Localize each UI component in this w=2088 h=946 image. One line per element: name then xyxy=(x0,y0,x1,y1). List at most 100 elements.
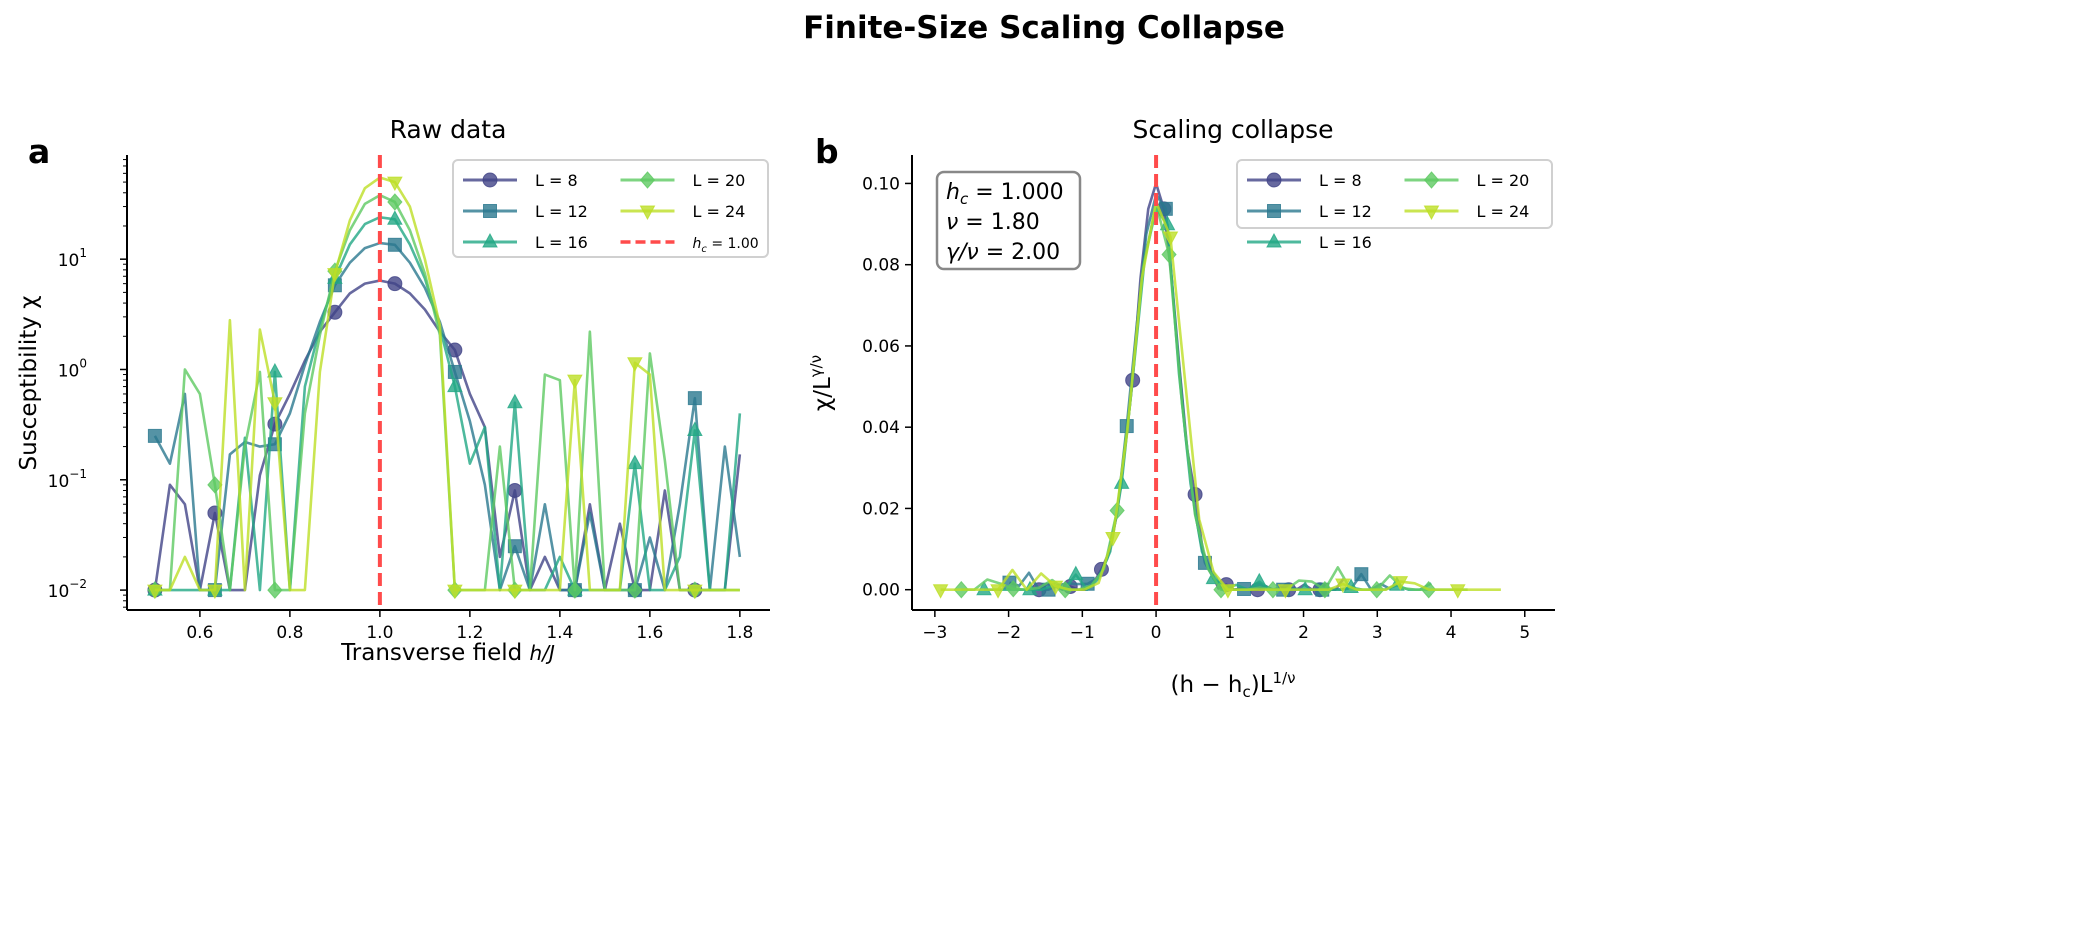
data-point xyxy=(976,580,992,596)
data-point xyxy=(1277,584,1294,599)
panel-a-label: a xyxy=(28,132,50,171)
y-tick-label: 0.08 xyxy=(862,256,900,276)
data-point xyxy=(507,584,523,600)
series-line xyxy=(940,200,1501,591)
parameter-line: γ/ν = 2.00 xyxy=(946,240,1060,265)
legend-item: L = 16 xyxy=(463,232,588,252)
legend-marker xyxy=(1266,232,1282,248)
legend-item: hc = 1.00 xyxy=(620,236,759,255)
series-line xyxy=(1038,182,1345,591)
legend-label: L = 24 xyxy=(1477,202,1530,221)
y-tick-base: 10 xyxy=(58,361,80,381)
y-tick-label: 0.00 xyxy=(862,581,900,601)
panel-a: a Raw data Transverse field h/J Suscepti… xyxy=(16,115,770,666)
legend-item: L = 16 xyxy=(1247,232,1372,252)
legend-marker xyxy=(1423,171,1440,189)
collapse-series-L24 xyxy=(932,200,1501,599)
y-tick-label: 10−1 xyxy=(48,467,87,492)
xlabel-part: (h − h xyxy=(1170,672,1242,698)
panel-b-label: b xyxy=(815,132,839,171)
series-L24 xyxy=(147,176,740,600)
data-point xyxy=(1005,580,1021,598)
x-tick-label: 0.6 xyxy=(186,623,213,643)
data-point xyxy=(267,581,283,599)
data-point xyxy=(507,482,523,498)
legend-marker xyxy=(1423,205,1440,221)
data-point xyxy=(1105,531,1121,547)
y-tick-label: 10−2 xyxy=(48,577,87,602)
data-point xyxy=(267,362,283,378)
parameter-line: hc = 1.000 xyxy=(946,180,1064,208)
legend-sub: c xyxy=(701,244,707,255)
x-tick-label: −3 xyxy=(922,623,947,643)
data-point xyxy=(567,581,583,599)
ylabel-part: χ/L xyxy=(810,377,836,411)
y-tick-label: 0.04 xyxy=(862,418,900,438)
x-tick-label: 2 xyxy=(1298,623,1309,643)
param-value: = 1.80 xyxy=(958,210,1039,235)
ylabel-sup: γ/ν xyxy=(807,355,825,377)
legend-box xyxy=(1236,159,1553,229)
x-tick-label: 1.0 xyxy=(366,623,393,643)
param-symbol: h xyxy=(946,180,960,205)
legend-item: L = 8 xyxy=(1247,171,1362,190)
data-point xyxy=(687,584,703,600)
legend-label: L = 16 xyxy=(1319,233,1372,252)
data-point xyxy=(1047,580,1064,596)
figure-title: Finite-Size Scaling Collapse xyxy=(803,10,1285,46)
data-point xyxy=(1251,572,1268,588)
legend-marker xyxy=(482,172,498,188)
data-point xyxy=(267,397,283,412)
data-point xyxy=(207,584,223,600)
legend-item: L = 12 xyxy=(463,202,588,221)
legend-marker xyxy=(1266,172,1282,188)
legend-val: = 1.00 xyxy=(707,236,759,252)
x-tick-label: 5 xyxy=(1519,623,1530,643)
legend-item: L = 24 xyxy=(1404,202,1530,221)
data-point xyxy=(387,210,403,225)
param-symbol: ν xyxy=(946,210,958,235)
data-point xyxy=(1162,231,1179,247)
y-tick-label: 101 xyxy=(58,246,87,271)
data-point xyxy=(387,276,403,292)
legend-marker xyxy=(483,204,497,218)
data-point xyxy=(687,391,702,406)
y-tick-label: 0.02 xyxy=(862,499,900,519)
legend-item: L = 20 xyxy=(1404,171,1529,190)
series-line xyxy=(154,215,742,592)
legend-label: L = 24 xyxy=(693,202,746,221)
x-tick-label: 4 xyxy=(1446,623,1457,643)
x-tick-label: 1 xyxy=(1224,623,1235,643)
legend-box xyxy=(452,159,769,258)
series-L16 xyxy=(147,210,742,596)
legend-item: L = 20 xyxy=(620,171,745,190)
data-point xyxy=(932,584,949,599)
param-value: = 2.00 xyxy=(979,240,1060,265)
y-tick-exp: −2 xyxy=(69,577,87,591)
param-symbol: γ/ν xyxy=(946,240,979,265)
data-point xyxy=(447,584,463,600)
legend-marker xyxy=(482,232,498,248)
parameter-box-frame xyxy=(935,170,1082,271)
xlabel-italic: h/J xyxy=(530,641,555,665)
y-tick-base: 10 xyxy=(48,472,70,492)
data-point xyxy=(147,584,163,600)
legend-marker xyxy=(639,171,656,189)
x-tick-label: 1.2 xyxy=(456,623,483,643)
data-point xyxy=(687,421,703,436)
x-tick-label: 1.6 xyxy=(636,623,663,643)
data-point xyxy=(627,454,643,470)
panel-a-title: Raw data xyxy=(390,115,507,144)
data-point xyxy=(990,584,1006,599)
param-value: = 1.000 xyxy=(968,180,1063,205)
parameter-line: ν = 1.80 xyxy=(946,210,1040,235)
data-point xyxy=(627,581,643,599)
y-tick-exp: 0 xyxy=(79,356,87,370)
data-point xyxy=(1067,565,1084,581)
legend-label: L = 8 xyxy=(535,171,578,190)
x-tick-label: −2 xyxy=(996,623,1021,643)
panel-a-xlabel: Transverse field h/J xyxy=(340,640,555,666)
data-point xyxy=(1392,576,1409,591)
